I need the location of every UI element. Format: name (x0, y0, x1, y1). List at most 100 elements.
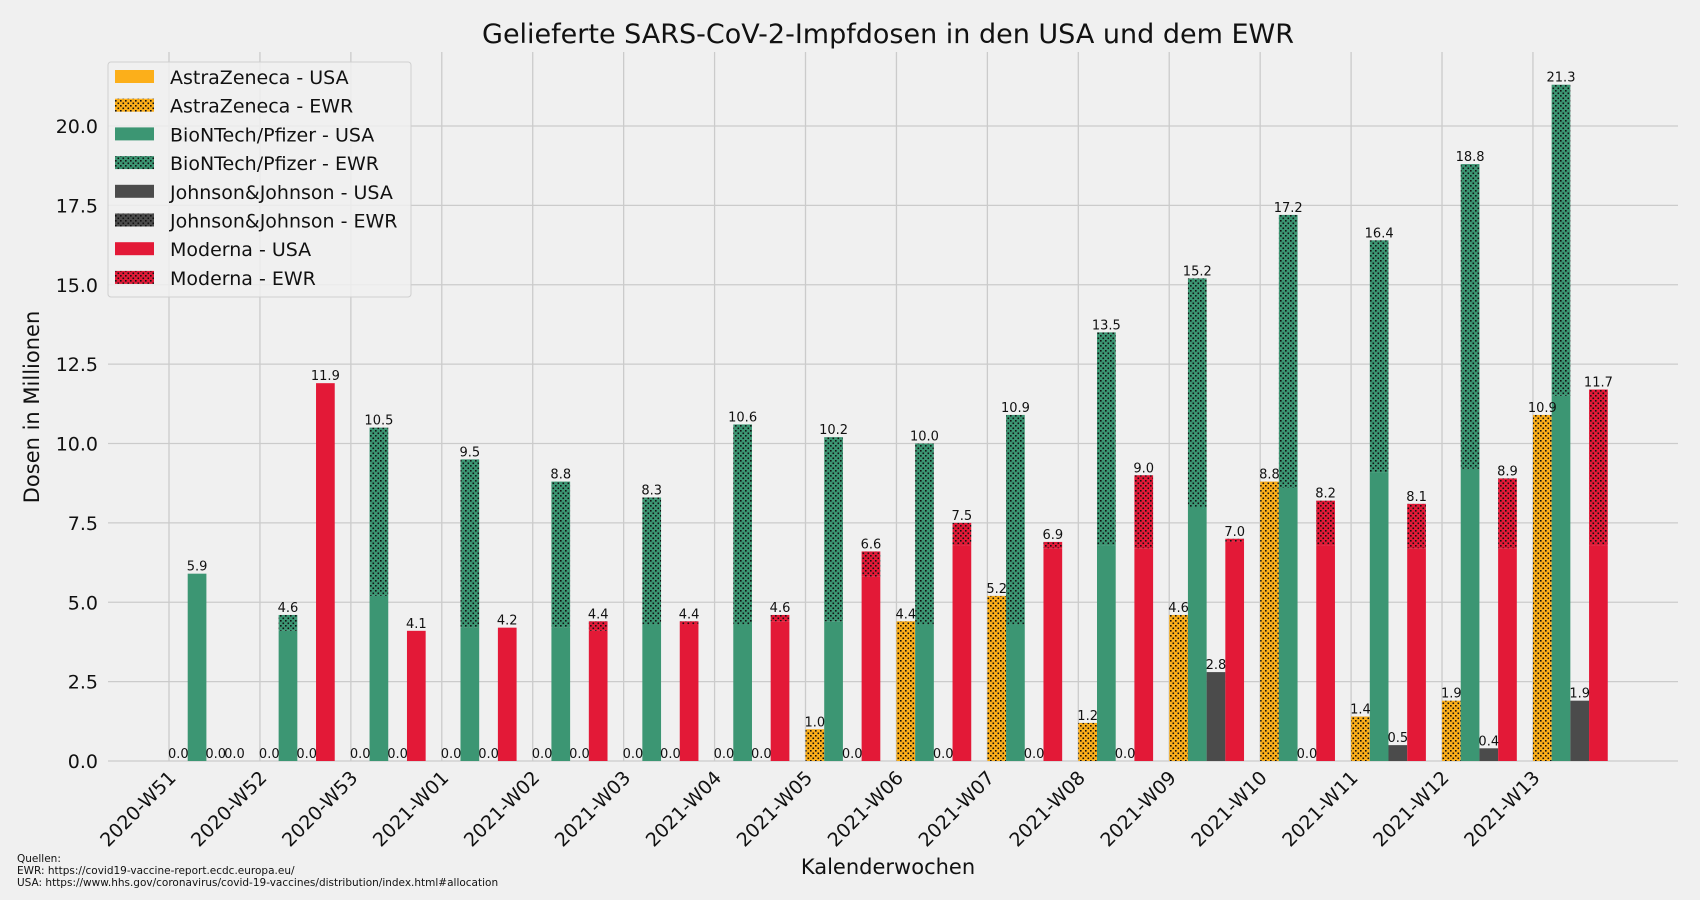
bar-ewr (987, 595, 1007, 761)
bar-usa (551, 627, 571, 761)
bars (187, 84, 1608, 761)
bar-ewr (952, 522, 972, 546)
bar-usa (1589, 545, 1608, 761)
bar-usa (406, 630, 426, 761)
y-tick-label: 15.0 (56, 275, 98, 297)
bar-usa (1316, 545, 1335, 761)
y-tick-label: 12.5 (56, 354, 98, 376)
bar-value-label: 5.2 (986, 582, 1007, 597)
bar-ewr (1407, 503, 1426, 549)
bar-value-label: 0.0 (933, 747, 954, 762)
x-tick-label: 2021-W02 (460, 767, 544, 851)
bar-ewr (1134, 475, 1154, 549)
bar-ewr (861, 551, 881, 577)
bar-ewr (1351, 716, 1370, 761)
x-tick-label: 2021-W05 (733, 767, 817, 851)
bar-ewr (278, 614, 298, 631)
legend-swatch (115, 70, 154, 83)
y-tick-label: 7.5 (68, 513, 98, 535)
bar-value-label: 8.1 (1406, 490, 1427, 505)
bar-usa (497, 627, 517, 761)
x-tick-label: 2021-W09 (1096, 767, 1180, 851)
sources-heading: Quellen: (17, 853, 61, 865)
bar-value-label: 17.2 (1274, 201, 1303, 216)
bar-ewr (1260, 481, 1279, 761)
bar-value-label: 10.6 (728, 410, 757, 425)
x-tick-label: 2020-W53 (278, 767, 362, 851)
bar-ewr (1278, 214, 1298, 488)
bar-ewr (679, 621, 699, 625)
x-tick-label: 2021-W07 (914, 767, 998, 851)
bar-value-label: 1.4 (1350, 703, 1371, 718)
bar-value-label: 0.0 (714, 747, 735, 762)
chart-title: Gelieferte SARS-CoV-2-Impfdosen in den U… (482, 19, 1294, 50)
bar-value-label: 0.0 (296, 747, 317, 762)
bar-value-label: 11.9 (311, 369, 340, 384)
bar-value-label: 9.5 (459, 445, 480, 460)
x-tick-label: 2021-W10 (1187, 767, 1271, 851)
legend-swatch (115, 270, 154, 284)
bar-usa (1388, 745, 1408, 761)
bar-value-label: 4.4 (895, 607, 916, 622)
bar-value-label: 13.5 (1092, 318, 1121, 333)
bar-value-label: 15.2 (1183, 264, 1212, 279)
bar-usa (733, 624, 752, 761)
bar-ewr (1442, 700, 1461, 761)
bar-value-label: 8.8 (550, 468, 571, 483)
bar-value-label: 0.0 (569, 747, 590, 762)
bar-ewr (1498, 478, 1517, 549)
x-tick-label: 2020-W52 (187, 767, 271, 851)
bar-value-label: 2.8 (1206, 658, 1227, 673)
bar-usa (1460, 468, 1480, 761)
bar-usa (1570, 700, 1590, 761)
x-tick-label: 2021-W08 (1005, 767, 1089, 851)
bar-value-label: 0.0 (1024, 747, 1045, 762)
y-tick-label: 2.5 (68, 672, 98, 694)
legend-entry: AstraZeneca - USA (170, 67, 349, 89)
bar-usa (278, 630, 298, 761)
bar-usa (1407, 548, 1426, 761)
legend-swatch (115, 213, 154, 227)
bar-usa (1479, 748, 1499, 761)
bar-usa (187, 573, 207, 761)
bar-value-label: 8.9 (1497, 464, 1518, 479)
bar-value-label: 6.6 (861, 537, 882, 552)
bar-usa (952, 545, 972, 761)
bar-usa (1187, 507, 1207, 761)
y-axis-label: Dosen in Millionen (20, 311, 44, 504)
bar-value-label: 0.0 (532, 747, 553, 762)
bar-ewr (1078, 722, 1097, 761)
bar-value-label: 0.0 (660, 747, 681, 762)
bar-value-label: 0.0 (224, 747, 245, 762)
bar-value-label: 10.9 (1001, 401, 1030, 416)
x-axis-label: Kalenderwochen (801, 855, 975, 879)
bar-value-label: 4.1 (406, 617, 427, 632)
y-tick-label: 17.5 (56, 195, 98, 217)
x-tick-labels: 2020-W51 2020-W52 2020-W53 2021-W01 2021-W02… (96, 767, 1544, 851)
bar-ewr (1460, 164, 1480, 469)
bar-usa (1551, 395, 1571, 761)
bar-usa (770, 621, 790, 761)
legend: AstraZeneca - USA AstraZeneca - EWR BioNTe… (107, 61, 412, 298)
bar-value-label: 1.0 (805, 715, 826, 730)
legend-entry: Moderna - EWR (170, 268, 316, 290)
bar-ewr (588, 621, 608, 631)
bar-value-label: 0.0 (1115, 747, 1136, 762)
y-tick-label: 20.0 (56, 116, 98, 138)
legend-box (107, 61, 412, 298)
bar-value-label: 1.9 (1441, 687, 1462, 702)
bar-ewr (1187, 278, 1207, 507)
legend-entry: Johnson&Johnson - USA (169, 182, 393, 204)
bar-usa (1498, 548, 1517, 761)
bar-value-label: 8.8 (1259, 468, 1280, 483)
legend-entry: AstraZeneca - EWR (170, 96, 353, 118)
bar-labels: 0.0 0.0 0.0 0.0 0.0 0.0 0.01.04.45.21.24.68.81… (168, 71, 1613, 762)
bar-ewr (1551, 84, 1571, 396)
legend-entry: Moderna - USA (170, 239, 311, 261)
bar-usa (1006, 624, 1025, 761)
bar-value-label: 7.5 (952, 509, 973, 524)
bar-value-label: 1.9 (1569, 687, 1590, 702)
bar-value-label: 10.2 (819, 423, 848, 438)
y-tick-label: 5.0 (68, 592, 98, 614)
bar-value-label: 0.0 (842, 747, 863, 762)
